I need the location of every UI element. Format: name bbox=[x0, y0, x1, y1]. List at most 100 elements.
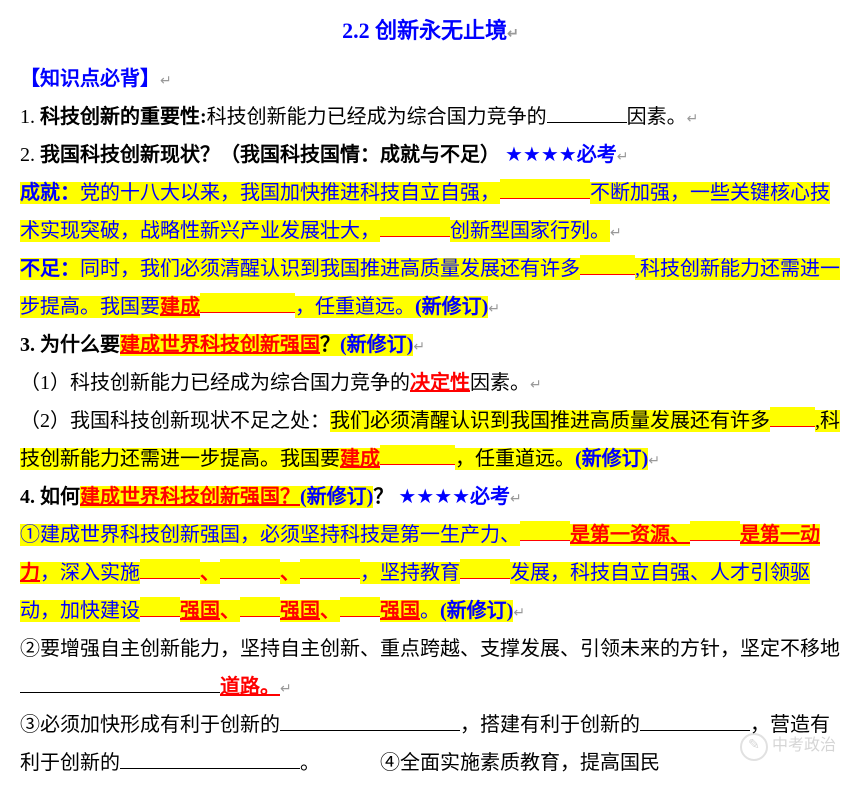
sep: 、 bbox=[280, 562, 300, 584]
item-number: 4. bbox=[20, 486, 40, 508]
text: ，任重道远。 bbox=[455, 448, 575, 470]
point-1: 1. 科技创新的重要性:科技创新能力已经成为综合国力竞争的 因素。↵ bbox=[20, 98, 841, 136]
text: 。 bbox=[420, 600, 440, 622]
blank-field bbox=[580, 255, 635, 275]
star-rating: ★★★★ bbox=[398, 486, 470, 508]
star-rating: ★★★★ bbox=[505, 144, 577, 166]
return-mark-icon: ↵ bbox=[687, 112, 699, 127]
point-2: 2. 我国科技创新现状？（我国科技国情：成就与不足） ★★★★必考↵ bbox=[20, 136, 841, 174]
return-mark-icon: ↵ bbox=[507, 27, 519, 42]
new-revision-label: (新修订) bbox=[340, 334, 413, 356]
text: 因素。 bbox=[470, 372, 530, 394]
return-mark-icon: ↵ bbox=[610, 226, 622, 241]
text: （1）科技创新能力已经成为综合国力竞争的 bbox=[20, 372, 410, 394]
keyword-build: 建成 bbox=[340, 448, 380, 470]
answer-4-3: ③必须加快形成有利于创新的，搭建有利于创新的，营造有利于创新的。 ④全面实施素质… bbox=[20, 706, 841, 782]
new-revision-label: (新修订) bbox=[415, 296, 488, 318]
text: 为什么要 bbox=[40, 334, 120, 356]
text: ④全面实施素质教育，提高国民 bbox=[380, 752, 660, 774]
text: 因素。 bbox=[627, 106, 687, 128]
blank-field bbox=[460, 559, 510, 579]
keyword: 建成世界科技创新强国？ bbox=[80, 486, 300, 508]
text: 创新型国家行列。 bbox=[450, 220, 610, 242]
return-mark-icon: ↵ bbox=[513, 606, 525, 621]
blank-field bbox=[20, 673, 220, 693]
blank-field bbox=[140, 559, 200, 579]
short-label: 不足： bbox=[20, 258, 80, 280]
blank-field bbox=[547, 103, 627, 123]
document-title: 2.2 创新永无止境↵ bbox=[20, 10, 841, 52]
blank-field bbox=[380, 217, 450, 237]
point-3: 3. 为什么要建成世界科技创新强国？(新修订)↵ bbox=[20, 326, 841, 364]
must-test-label: 必考 bbox=[470, 486, 510, 508]
item-number: 1. bbox=[20, 106, 40, 128]
sep: 、 bbox=[220, 600, 240, 622]
text: 我们必须清醒认识到我国推进高质量发展还有许多 bbox=[330, 410, 770, 432]
return-mark-icon: ↵ bbox=[617, 150, 629, 165]
blank-field bbox=[300, 559, 360, 579]
text: ，任重道远。 bbox=[295, 296, 415, 318]
keyword: 建成世界科技创新强国 bbox=[120, 334, 320, 356]
must-test-label: 必考 bbox=[577, 144, 617, 166]
section-header: 【知识点必背】↵ bbox=[20, 60, 841, 98]
blank-field bbox=[640, 711, 750, 731]
answer-4-1: ①建成世界科技创新强国，必须坚持科技是第一生产力、是第一资源、是第一动力，深入实… bbox=[20, 516, 841, 630]
new-revision-label: (新修订) bbox=[440, 600, 513, 622]
blank-field bbox=[770, 407, 815, 427]
text: ②要增强自主创新能力，坚持自主创新、重点跨越、支撑发展、引领未来的方针，坚定不移… bbox=[20, 638, 840, 660]
text: 建成世界科技创新强国，必须坚持科技是第一生产力、 bbox=[40, 524, 520, 546]
return-mark-icon: ↵ bbox=[280, 682, 292, 697]
keyword-qiangguo: 强国 bbox=[280, 600, 320, 622]
blank-field bbox=[280, 711, 460, 731]
achievement-block: 成就：党的十八大以来，我国加快推进科技自立自强，不断加强，一些关键核心技术实现突… bbox=[20, 174, 841, 250]
blank-field bbox=[120, 749, 300, 769]
text: ③必须加快形成有利于创新的 bbox=[20, 714, 280, 736]
text: 科技创新能力已经成为综合国力竞争的 bbox=[207, 106, 547, 128]
item-number: 3. bbox=[20, 334, 40, 356]
return-mark-icon: ↵ bbox=[488, 302, 500, 317]
blank-field bbox=[500, 179, 590, 199]
text: 如何 bbox=[40, 486, 80, 508]
answer-4-2: ②要增强自主创新能力，坚持自主创新、重点跨越、支撑发展、引领未来的方针，坚定不移… bbox=[20, 630, 841, 706]
blank-field bbox=[220, 559, 280, 579]
blank-field bbox=[380, 445, 455, 465]
new-revision-label: (新修订) bbox=[575, 448, 648, 470]
keyword-qiangguo: 强国 bbox=[380, 600, 420, 622]
keyword-build: 建成 bbox=[160, 296, 200, 318]
blank-field bbox=[340, 597, 380, 617]
keyword: 决定性 bbox=[410, 372, 470, 394]
return-mark-icon: ↵ bbox=[530, 378, 542, 393]
sep: 、 bbox=[320, 600, 340, 622]
text: ？ bbox=[373, 486, 393, 508]
text: ？ bbox=[320, 334, 340, 356]
return-mark-icon: ↵ bbox=[160, 74, 172, 89]
point-3-sub2: （2）我国科技创新现状不足之处：我们必须清醒认识到我国推进高质量发展还有许多,科… bbox=[20, 402, 841, 478]
text: ，坚持教育 bbox=[360, 562, 460, 584]
point-3-sub1: （1）科技创新能力已经成为综合国力竞争的决定性因素。↵ bbox=[20, 364, 841, 402]
shortcoming-block: 不足：同时，我们必须清醒认识到我国推进高质量发展还有许多,科技创新能力还需进一步… bbox=[20, 250, 841, 326]
blank-field bbox=[520, 521, 570, 541]
return-mark-icon: ↵ bbox=[648, 454, 660, 469]
blank-field bbox=[690, 521, 740, 541]
achieve-label: 成就： bbox=[20, 182, 80, 204]
text: 同时，我们必须清醒认识到我国推进高质量发展还有许多 bbox=[80, 258, 580, 280]
keyword-qiangguo: 强国 bbox=[180, 600, 220, 622]
sep: 、 bbox=[200, 562, 220, 584]
text: ，搭建有利于创新的 bbox=[460, 714, 640, 736]
text: （2）我国科技创新现状不足之处： bbox=[20, 410, 330, 432]
text: 党的十八大以来，我国加快推进科技自立自强， bbox=[80, 182, 500, 204]
text: ，深入实施 bbox=[40, 562, 140, 584]
blank-field bbox=[200, 293, 295, 313]
keyword-road: 道路。 bbox=[220, 676, 280, 698]
circle-number: ① bbox=[20, 524, 40, 546]
point-4: 4. 如何建成世界科技创新强国？(新修订)？ ★★★★必考↵ bbox=[20, 478, 841, 516]
return-mark-icon: ↵ bbox=[413, 340, 425, 355]
blank-field bbox=[240, 597, 280, 617]
new-revision-label: (新修订) bbox=[300, 486, 373, 508]
title-text: 2.2 创新永无止境 bbox=[342, 18, 507, 43]
keyword: 是第一资源、 bbox=[570, 524, 690, 546]
item-heading: 我国科技创新现状？（我国科技国情：成就与不足） bbox=[40, 144, 500, 166]
text: 。 bbox=[300, 752, 320, 774]
item-number: 2. bbox=[20, 144, 40, 166]
item-heading: 科技创新的重要性: bbox=[40, 106, 207, 128]
